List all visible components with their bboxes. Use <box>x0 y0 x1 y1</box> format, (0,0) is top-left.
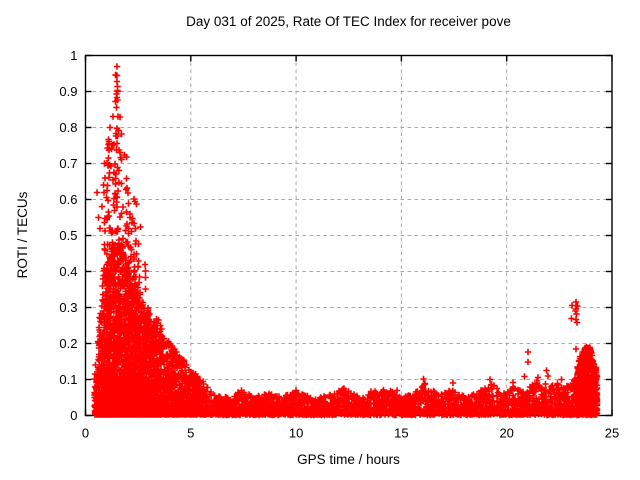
y-tick-label: 0.5 <box>59 228 77 243</box>
x-axis-label: GPS time / hours <box>297 452 400 467</box>
x-tick-label: 25 <box>605 426 619 441</box>
y-tick-label: 0.8 <box>59 120 77 135</box>
y-tick-label: 0.1 <box>59 372 77 387</box>
x-tick-label: 10 <box>289 426 303 441</box>
y-tick-label: 0.4 <box>59 264 77 279</box>
x-tick-label: 0 <box>82 426 89 441</box>
x-tick-label: 5 <box>187 426 194 441</box>
y-tick-label: 0.9 <box>59 84 77 99</box>
chart-title: Day 031 of 2025, Rate Of TEC Index for r… <box>186 14 511 29</box>
y-tick-label: 1 <box>70 48 77 63</box>
data-points <box>91 63 601 419</box>
y-tick-label: 0.6 <box>59 192 77 207</box>
y-tick-label: 0.3 <box>59 300 77 315</box>
x-tick-label: 20 <box>499 426 513 441</box>
y-tick-label: 0.7 <box>59 156 77 171</box>
y-tick-label: 0.2 <box>59 336 77 351</box>
y-tick-label: 0 <box>70 408 77 423</box>
x-tick-label: 15 <box>394 426 408 441</box>
